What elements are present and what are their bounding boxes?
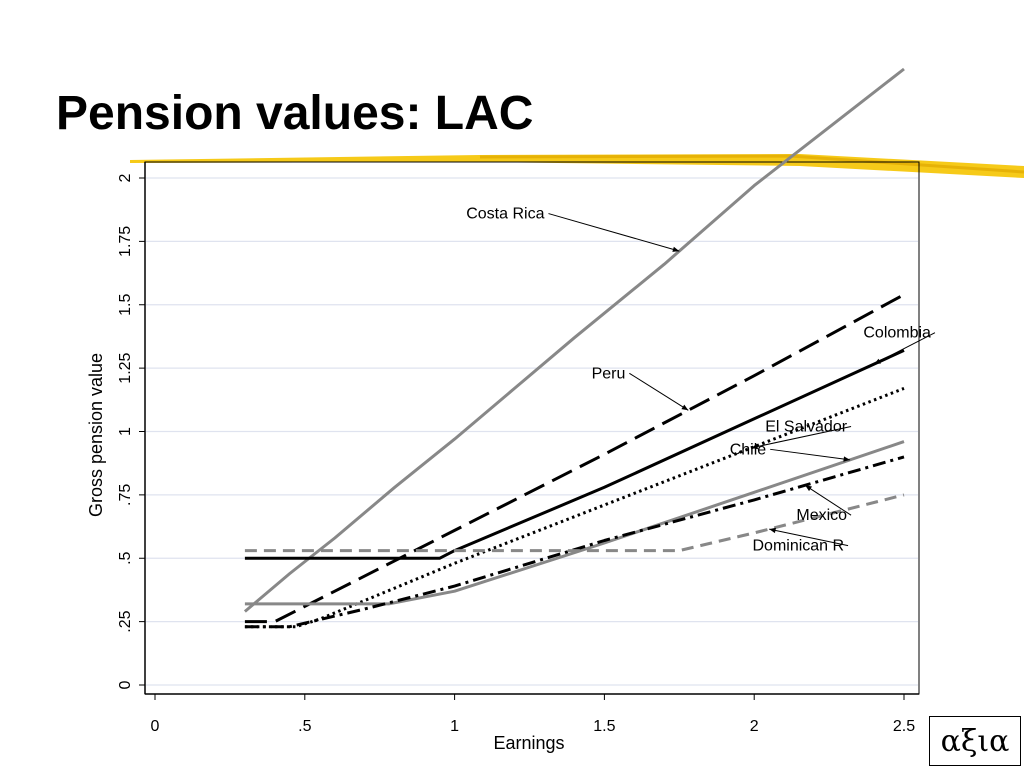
y-tick-label: 1 <box>117 427 134 436</box>
series-line-dominican-r <box>244 493 905 553</box>
annotation-label: Costa Rica <box>466 206 544 223</box>
x-tick-label: .5 <box>298 718 311 735</box>
series-lines <box>243 67 905 629</box>
annotation-arrow <box>770 448 851 461</box>
annotation-arrow <box>873 332 936 365</box>
title-highlight-stroke <box>130 154 1024 178</box>
series-line-colombia <box>244 349 905 560</box>
y-tick-label: 0 <box>117 680 134 689</box>
y-tick-label: 1.25 <box>117 352 134 383</box>
annotation-arrow <box>751 426 852 449</box>
annotation-arrowhead <box>805 485 813 492</box>
series-line-mexico <box>244 455 905 629</box>
annotation-arrowhead <box>874 358 882 365</box>
annotation-label: Dominican R <box>752 538 844 555</box>
gridlines <box>146 177 918 686</box>
x-tick-label: 2.5 <box>893 718 915 735</box>
series-annotations: Costa Rica Colombia Peru El Salvador Chile Me… <box>466 206 936 555</box>
y-tick-label: 1.5 <box>117 294 134 316</box>
annotation-arrow <box>548 213 680 252</box>
y-tick-label: .75 <box>117 484 134 506</box>
x-tick-label: 2 <box>750 718 759 735</box>
slide-title: Pension values: LAC <box>56 87 534 140</box>
logo-badge: αξια <box>929 716 1021 766</box>
annotation-arrowhead <box>843 456 851 462</box>
annotation-label: El Salvador <box>765 419 847 436</box>
annotation-label: Colombia <box>863 325 931 342</box>
annotation-label: Chile <box>730 441 767 458</box>
annotation-arrow <box>804 484 852 516</box>
x-tick-label: 1.5 <box>593 718 615 735</box>
y-tick-label: 2 <box>117 173 134 182</box>
annotation-arrowhead <box>769 527 777 534</box>
annotation-label: Mexico <box>796 507 847 524</box>
series-line-costa-rica <box>243 67 905 613</box>
annotation-arrowhead <box>681 404 689 411</box>
y-axis: 0 .25 .5 .75 1 1.25 1.5 1.75 2 <box>117 162 146 694</box>
series-line-peru <box>244 293 905 624</box>
y-axis-title: Gross pension value <box>86 353 106 517</box>
annotation-arrow <box>769 528 849 547</box>
annotation-arrow <box>629 372 689 411</box>
y-tick-label: .5 <box>117 551 134 564</box>
x-tick-label: 1 <box>450 718 459 735</box>
x-axis-title: Earnings <box>493 733 564 753</box>
series-line-chile <box>244 440 905 606</box>
y-tick-label: .25 <box>117 610 134 632</box>
y-tick-label: 1.75 <box>117 226 134 257</box>
highlight-band <box>130 154 1024 178</box>
annotation-label: Peru <box>592 365 626 382</box>
annotation-arrowhead <box>751 443 759 450</box>
x-tick-label: 0 <box>151 718 160 735</box>
x-axis: 0 .5 1 1.5 2 2.5 <box>145 693 919 735</box>
annotation-arrowhead <box>672 246 680 252</box>
